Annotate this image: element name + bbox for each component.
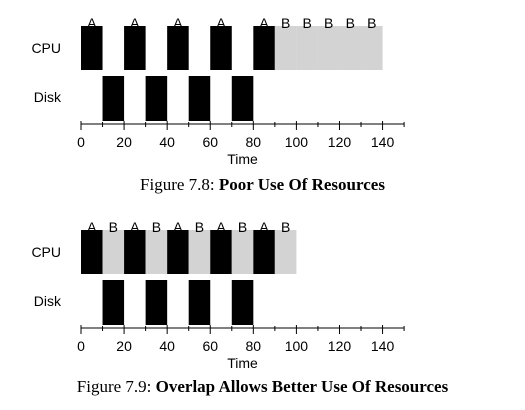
figure-7-9-cpu-job-label-8: A (259, 219, 269, 235)
figure-7-8-x-tick-label-80: 80 (246, 134, 262, 150)
figure-7-8-cpu-job-label-6: B (302, 15, 311, 31)
figure-7-8-cpu-job-label-7: B (324, 15, 333, 31)
figure-7-8-cpu-job-label-4: A (259, 15, 269, 31)
figure-7-8-x-tick-label-40: 40 (159, 134, 175, 150)
figure-7-9-cpu-job-label-0: A (87, 219, 97, 235)
figure-7-9-cpu-segment-1 (102, 230, 125, 274)
figure-7-8-cpu-segment-9 (361, 26, 383, 70)
figure-7-9-caption-prefix: Figure 7.9: (76, 377, 152, 396)
figure-7-9-x-tick-label-0: 0 (77, 338, 85, 354)
figure-7-9-x-tick-label-140: 140 (371, 338, 395, 354)
figure-7-8-x-axis-label: Time (227, 151, 258, 167)
figure-7-9-cpu-segment-2 (124, 230, 146, 274)
figure-7-9-cpu-job-label-7: B (238, 219, 247, 235)
figure-7-8-cpu-segment-3 (210, 26, 232, 70)
figure-7-9-disk-segment-0 (102, 280, 125, 325)
figure-7-9-x-tick-label-40: 40 (159, 338, 175, 354)
figure-7-9-x-tick-label-80: 80 (246, 338, 262, 354)
figure-7-8-cpu-job-label-2: A (173, 15, 183, 31)
figure-7-9-caption: Figure 7.9: Overlap Allows Better Use Of… (0, 377, 525, 397)
figure-7-9-x-tick-label-100: 100 (285, 338, 309, 354)
figure-7-8-cpu-job-label-9: B (367, 15, 376, 31)
figure-7-9-cpu-job-label-9: B (281, 219, 290, 235)
figure-7-9-cpu-segment-8 (253, 230, 275, 274)
figure-7-8-cpu-segment-7 (317, 26, 340, 70)
figure-7-8-row-label-cpu: CPU (31, 40, 61, 56)
figure-7-9-row-label-disk: Disk (34, 293, 62, 309)
figure-7-8-disk-segment-0 (102, 76, 125, 121)
figure-7-8-x-tick-label-60: 60 (202, 134, 218, 150)
figure-7-8-cpu-job-label-0: A (87, 15, 97, 31)
figure-7-8-x-tick-label-120: 120 (328, 134, 352, 150)
figure-7-9-cpu-segment-3 (145, 230, 168, 274)
figure-7-8-x-tick-label-140: 140 (371, 134, 395, 150)
figure-7-9-cpu-job-label-1: B (109, 219, 118, 235)
figure-7-9-cpu-job-label-5: B (195, 219, 204, 235)
figure-7-8-caption-prefix: Figure 7.8: (140, 175, 215, 194)
figure-7-9-x-tick-label-120: 120 (328, 338, 352, 354)
figure-7-9-cpu-job-label-2: A (130, 219, 140, 235)
figure-7-9-cpu-job-label-6: A (216, 219, 226, 235)
figure-7-8-x-tick-label-20: 20 (116, 134, 132, 150)
figure-7-8-cpu-segment-0 (81, 26, 103, 70)
figure-7-9-cpu-segment-6 (210, 230, 232, 274)
figure-7-8-cpu-segment-6 (296, 26, 318, 70)
figure-7-9-disk-segment-1 (145, 280, 168, 325)
figure-7-9-cpu-job-label-3: B (152, 219, 161, 235)
figure-7-8-cpu-segment-8 (339, 26, 362, 70)
figure-7-8-x-tick-label-100: 100 (285, 134, 309, 150)
figure-7-8-cpu-segment-1 (124, 26, 146, 70)
figure-7-8-cpu-job-label-8: B (346, 15, 355, 31)
figure-7-8-disk-segment-3 (231, 76, 254, 121)
figure-7-8-x-tick-label-0: 0 (77, 134, 85, 150)
figure-7-9-caption-title: Overlap Allows Better Use Of Resources (155, 377, 449, 396)
figure-7-8-cpu-segment-2 (167, 26, 189, 70)
figure-7-9-x-tick-label-60: 60 (202, 338, 218, 354)
figure-7-8-row-label-disk: Disk (34, 89, 62, 105)
figure-7-8-cpu-job-label-1: A (130, 15, 140, 31)
figure-7-8-disk-segment-1 (145, 76, 168, 121)
figure-7-8-cpu-job-label-5: B (281, 15, 290, 31)
figure-7-9-disk-segment-2 (188, 280, 211, 325)
figure-7-9-row-label-cpu: CPU (31, 244, 61, 260)
figure-7-8-caption: Figure 7.8: Poor Use Of Resources (0, 175, 525, 195)
figure-7-9-x-tick-label-20: 20 (116, 338, 132, 354)
figure-7-8-cpu-segment-5 (274, 26, 297, 70)
figure-7-9-disk-segment-3 (231, 280, 254, 325)
figure-7-9-cpu-segment-7 (231, 230, 254, 274)
figure-7-9-cpu-segment-5 (188, 230, 211, 274)
figure-7-8-cpu-segment-4 (253, 26, 275, 70)
figure-7-9-cpu-segment-0 (81, 230, 103, 274)
figure-7-8-caption-title: Poor Use Of Resources (218, 175, 385, 194)
figure-7-9-cpu-segment-9 (274, 230, 297, 274)
figure-7-9-x-axis-label: Time (227, 355, 258, 371)
figure-7-8-cpu-job-label-3: A (216, 15, 226, 31)
figure-7-9-cpu-segment-4 (167, 230, 189, 274)
figure-7-8-disk-segment-2 (188, 76, 211, 121)
figure-7-9-cpu-job-label-4: A (173, 219, 183, 235)
